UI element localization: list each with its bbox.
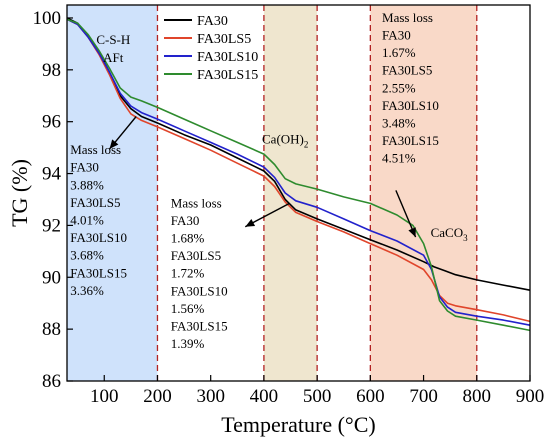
annotations: C-S-H AFt Ca(OH)2 CaCO3 Mass loss FA30 3.88% FA… bbox=[70, 10, 468, 351]
series-line-fa30ls10 bbox=[66, 18, 531, 326]
x-tick-label: 700 bbox=[409, 386, 438, 407]
x-tick-label: 800 bbox=[463, 386, 492, 407]
temperature-bands bbox=[67, 5, 477, 381]
x-tick-label: 900 bbox=[516, 386, 545, 407]
legend-label: FA30LS10 bbox=[197, 50, 258, 65]
legend-label: FA30LS5 bbox=[197, 32, 251, 47]
mass-loss-block: Mass loss FA30 3.88% FA30LS5 4.01% FA30LS10 3.… bbox=[70, 142, 127, 298]
arrow-head bbox=[408, 227, 416, 238]
annotation-label: AFt bbox=[103, 50, 124, 65]
band-3 bbox=[370, 5, 477, 381]
legend-label: FA30 bbox=[197, 14, 228, 29]
y-tick-label: 100 bbox=[33, 8, 62, 29]
x-tick-label: 100 bbox=[90, 386, 119, 407]
arrow-head bbox=[109, 139, 119, 149]
y-axis-title: TG (%) bbox=[7, 159, 32, 227]
x-tick-label: 500 bbox=[303, 386, 332, 407]
x-tick-label: 600 bbox=[356, 386, 385, 407]
mass-loss-block: Mass loss FA30 1.68% FA30LS5 1.72% FA30LS10 1.… bbox=[171, 195, 228, 351]
guide-lines bbox=[156, 5, 478, 381]
x-tick-label: 300 bbox=[196, 386, 225, 407]
arrow-head bbox=[245, 218, 256, 227]
x-axis-title: Temperature (°C) bbox=[221, 412, 375, 437]
series-lines bbox=[66, 17, 531, 332]
series-line-fa30ls15 bbox=[66, 18, 531, 332]
band-1 bbox=[67, 5, 158, 381]
legend: FA30 FA30LS5 FA30LS10 FA30LS15 bbox=[164, 14, 258, 83]
y-tick-label: 90 bbox=[42, 267, 61, 288]
x-tick-label: 400 bbox=[250, 386, 279, 407]
annotation-label: CaCO3 bbox=[431, 225, 469, 243]
plot-frame bbox=[66, 4, 531, 382]
y-tick-label: 88 bbox=[42, 319, 61, 340]
annotation-arrows bbox=[109, 116, 417, 238]
mass-loss-block: Mass loss FA30 1.67% FA30LS5 2.55% FA30LS10 3.… bbox=[382, 10, 439, 166]
annotation-label: C-S-H bbox=[96, 32, 130, 47]
axis-ticks: 100 200 300 400 500 600 700 800 900 86 88 90 92 94 96 9… bbox=[33, 8, 545, 407]
y-tick-label: 92 bbox=[42, 215, 61, 236]
x-tick-label: 200 bbox=[143, 386, 172, 407]
y-tick-label: 86 bbox=[42, 371, 61, 392]
y-tick-label: 94 bbox=[42, 164, 62, 185]
y-tick-label: 98 bbox=[42, 60, 61, 81]
y-tick-label: 96 bbox=[42, 112, 61, 133]
legend-label: FA30LS15 bbox=[197, 68, 258, 83]
band-2 bbox=[263, 5, 318, 381]
annotation-label: Ca(OH)2 bbox=[262, 132, 308, 150]
series-line-fa30ls5 bbox=[66, 18, 531, 323]
